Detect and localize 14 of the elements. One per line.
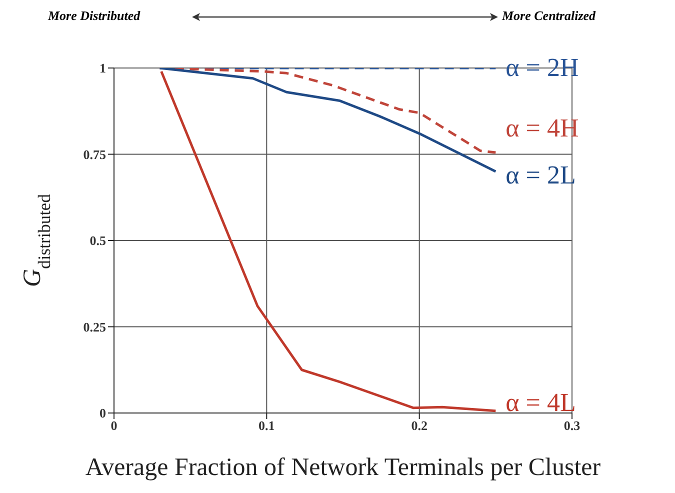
x-tick-label: 0.3 (564, 418, 581, 434)
x-tick-label: 0.2 (411, 418, 428, 434)
text: More Distributed (48, 8, 140, 24)
y-tick-label: 0.75 (83, 146, 106, 162)
y-tick-label: 0.5 (90, 233, 106, 248)
x-tick-label: 0 (110, 418, 118, 434)
text: More Centralized (502, 8, 596, 24)
y-tick-label: 0.25 (83, 319, 106, 334)
x-axis-title: Average Fraction of Network Terminals per Cluster (85, 454, 602, 481)
line-series (158, 68, 497, 173)
y-tick-label: 0 (100, 406, 106, 421)
x-tick-label: 0.1 (258, 418, 275, 434)
y-tick-label: 1 (100, 60, 106, 76)
line-series (160, 70, 497, 412)
